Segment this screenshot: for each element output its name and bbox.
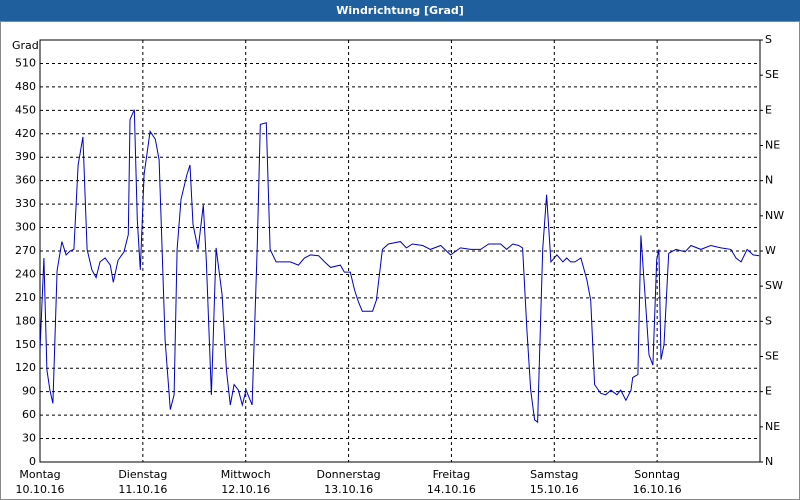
y2-tick-label: NE <box>765 420 780 433</box>
x-tick-date: 11.10.16 <box>118 483 167 496</box>
y-tick-label: 120 <box>15 361 36 374</box>
x-tick-date: 16.10.16 <box>633 483 682 496</box>
x-tick-date: 10.10.16 <box>16 483 65 496</box>
y-tick-label: 150 <box>15 338 36 351</box>
x-tick-label: Samstag <box>530 468 578 481</box>
x-tick-label: Dienstag <box>118 468 167 481</box>
y2-tick-label: W <box>765 244 776 257</box>
frame <box>0 21 800 500</box>
plot-border <box>39 39 761 463</box>
y2-tick-label: N <box>765 174 773 187</box>
y2-tick-label: E <box>765 385 772 398</box>
y2-tick-label: E <box>765 103 772 116</box>
chart-title: Windrichtung [Grad] <box>336 4 464 17</box>
y2-tick-label: SE <box>765 350 779 363</box>
x-tick-date: 12.10.16 <box>221 483 270 496</box>
y-tick-label: 240 <box>15 267 36 280</box>
y2-tick-label: S <box>765 33 772 46</box>
x-tick-label: Freitag <box>433 468 471 481</box>
y2-tick-label: N <box>765 455 773 468</box>
y2-tick-label: SE <box>765 68 779 81</box>
y-tick-label: 510 <box>15 56 36 69</box>
title-bar <box>0 0 800 21</box>
y-axis-label: Grad <box>12 39 39 52</box>
x-tick-label: Mittwoch <box>221 468 271 481</box>
y-tick-label: 210 <box>15 291 36 304</box>
x-tick-label: Montag <box>19 468 60 481</box>
y-tick-label: 30 <box>22 432 36 445</box>
y2-tick-label: NE <box>765 139 780 152</box>
y-tick-label: 180 <box>15 314 36 327</box>
y-tick-label: 0 <box>29 455 36 468</box>
x-tick-date: 14.10.16 <box>427 483 476 496</box>
y-tick-label: 330 <box>15 197 36 210</box>
y2-tick-label: SW <box>765 279 783 292</box>
x-tick-label: Sonntag <box>634 468 680 481</box>
data-line <box>39 109 760 424</box>
y-tick-label: 390 <box>15 150 36 163</box>
y-tick-label: 480 <box>15 80 36 93</box>
x-tick-label: Donnerstag <box>316 468 380 481</box>
y-tick-label: 60 <box>22 408 36 421</box>
y-tick-label: 90 <box>22 385 36 398</box>
y-tick-label: 360 <box>15 174 36 187</box>
x-tick-date: 15.10.16 <box>530 483 579 496</box>
y-tick-label: 300 <box>15 221 36 234</box>
y2-tick-label: S <box>765 314 772 327</box>
x-tick-date: 13.10.16 <box>324 483 373 496</box>
y-tick-label: 420 <box>15 127 36 140</box>
y-tick-label: 270 <box>15 244 36 257</box>
y2-tick-label: NW <box>765 209 784 222</box>
y-tick-label: 450 <box>15 103 36 116</box>
